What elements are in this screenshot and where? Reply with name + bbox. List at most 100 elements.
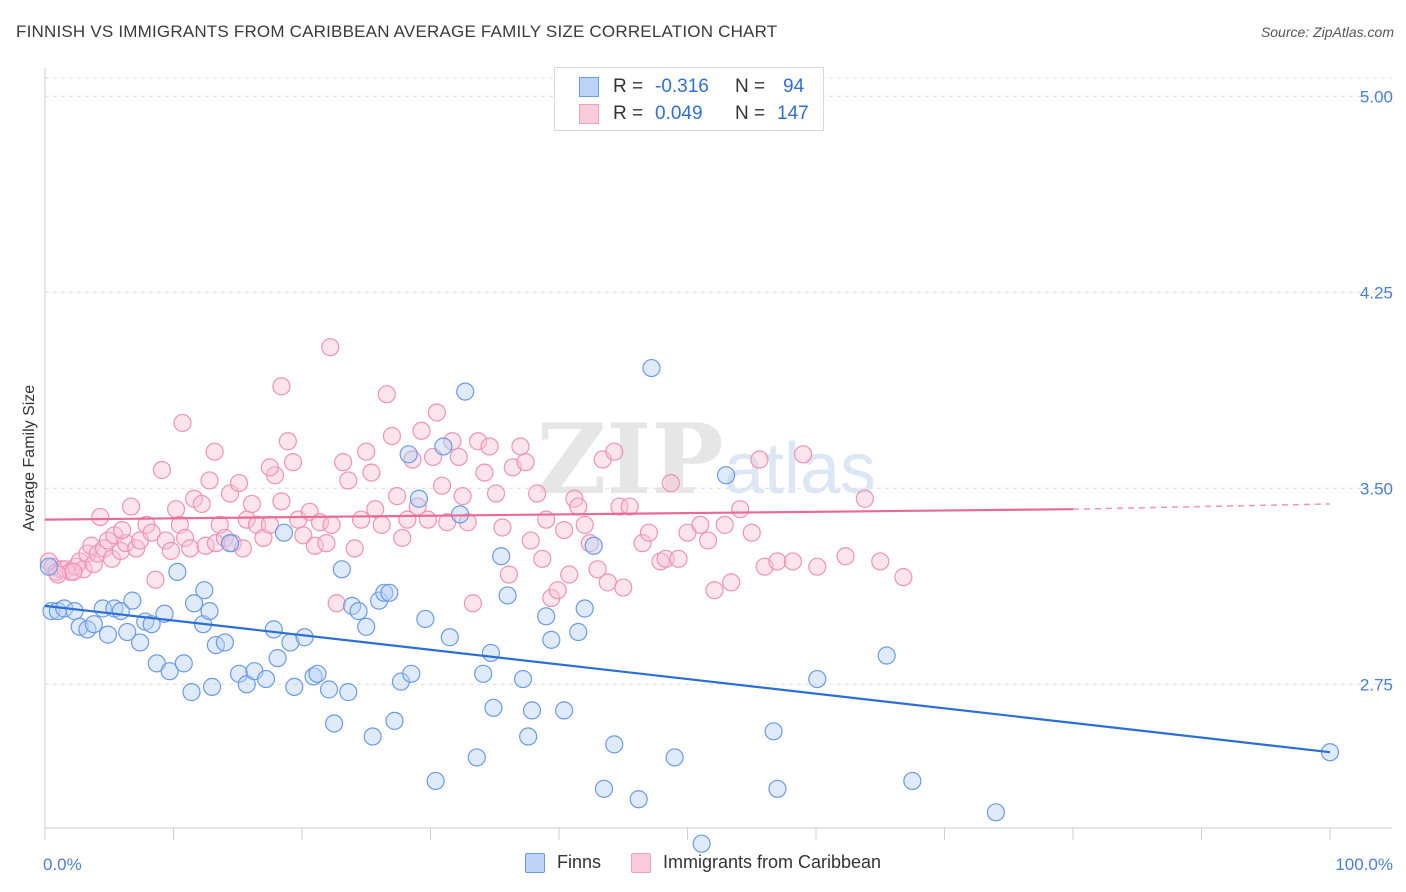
caribbean-point-45 <box>242 494 261 514</box>
finns-point-74 <box>537 607 556 626</box>
n-label: N = <box>735 76 766 97</box>
legend-label-finns: Finns <box>556 852 601 872</box>
caribbean-point-146 <box>260 458 279 477</box>
finns-point-46 <box>339 683 358 702</box>
caribbean-point-116 <box>639 523 659 542</box>
finns-points-blue <box>39 358 1340 853</box>
caribbean-point-71 <box>387 487 407 506</box>
y-tick-label-3: 5.00 <box>1360 87 1393 106</box>
finns-point-67 <box>481 643 500 663</box>
correlation-legend: R = -0.316 N = 94 R = 0.049 N = 147 <box>554 67 824 131</box>
r-label: R = <box>613 103 644 124</box>
caribbean-point-80 <box>432 476 452 495</box>
finns-point-54 <box>385 711 404 730</box>
finns-point-9 <box>98 625 118 644</box>
caribbean-point-117 <box>651 552 670 571</box>
n-label: N = <box>735 103 766 124</box>
finns-point-65 <box>467 748 486 767</box>
caribbean-point-32 <box>181 539 200 558</box>
caribbean-point-60 <box>327 594 346 613</box>
r-label: R = <box>613 76 644 97</box>
caribbean-point-76 <box>412 421 431 440</box>
finns-trend-line <box>44 604 1331 754</box>
finns-point-43 <box>319 680 339 699</box>
caribbean-point-91 <box>493 518 512 537</box>
finns-point-21 <box>174 654 193 673</box>
finns-point-76 <box>555 701 574 720</box>
caribbean-point-120 <box>669 549 688 568</box>
finns-point-16 <box>142 615 161 634</box>
caribbean-point-79 <box>427 403 447 422</box>
caribbean-point-27 <box>156 531 175 550</box>
caribbean-point-96 <box>521 531 540 550</box>
tick-labels: 2.75 3.50 4.25 5.00 0.0% 100.0% <box>43 87 1393 874</box>
caribbean-point-58 <box>317 534 336 553</box>
finns-point-57 <box>402 664 421 683</box>
caribbean-point-113 <box>614 578 633 597</box>
y-tick-label-1: 3.50 <box>1360 479 1393 498</box>
series-legend: Finns Immigrants from Caribbean <box>0 852 1406 873</box>
finns-points <box>39 338 913 613</box>
finns-point-69 <box>492 547 511 566</box>
caribbean-point-42 <box>229 473 249 493</box>
caribbean-point-123 <box>698 531 718 550</box>
caribbean-point-84 <box>453 487 472 506</box>
caribbean-point-105 <box>569 497 588 516</box>
legend-item-caribbean[interactable]: Immigrants from Caribbean <box>630 852 882 873</box>
finns-point-81 <box>605 735 624 754</box>
r-value: -0.316 <box>655 76 709 97</box>
finns-point-80 <box>594 779 614 798</box>
caribbean-point-142 <box>112 520 132 540</box>
caribbean-point-97 <box>528 484 547 503</box>
finns-point-39 <box>285 677 304 696</box>
finns-point-48 <box>349 602 368 621</box>
watermark: ZIP atlas <box>536 403 876 516</box>
caribbean-point-50 <box>272 492 291 511</box>
chart-title: FINNISH VS IMMIGRANTS FROM CARIBBEAN AVE… <box>16 22 778 41</box>
legend-swatch-caribbean <box>579 104 599 124</box>
source-label: Source: ZipAtlas.com <box>1260 24 1394 40</box>
finns-point-40 <box>295 628 314 647</box>
finns-point-42 <box>308 664 327 683</box>
finns-point-73 <box>522 701 542 720</box>
caribbean-point-28 <box>161 541 181 561</box>
caribbean-point-94 <box>511 437 530 456</box>
caribbean-point-127 <box>731 500 750 519</box>
finns-point-52 <box>375 583 394 602</box>
finns-point-87 <box>764 722 783 741</box>
caribbean-point-112 <box>610 497 629 516</box>
x-tick-label-1: 100.0% <box>1335 855 1393 874</box>
finns-point-34 <box>256 669 276 689</box>
axes <box>44 68 1392 840</box>
finns-point-22 <box>182 683 201 702</box>
caribbean-point-13 <box>91 507 110 527</box>
finns-point-84 <box>665 748 684 767</box>
caribbean-point-124 <box>705 581 724 600</box>
caribbean-point-25 <box>146 570 165 589</box>
legend-label-caribbean: Immigrants from Caribbean <box>662 852 882 872</box>
caribbean-point-101 <box>548 581 567 600</box>
caribbean-point-103 <box>560 565 579 584</box>
y-tick-label-0: 2.75 <box>1360 675 1393 694</box>
caribbean-point-134 <box>808 557 827 576</box>
caribbean-point-64 <box>352 510 371 529</box>
caribbean-point-106 <box>575 515 594 534</box>
caribbean-point-133 <box>794 445 813 464</box>
finns-point-0 <box>39 557 58 576</box>
finns-point-89 <box>808 669 827 689</box>
caribbean-trend-line <box>44 508 1074 521</box>
caribbean-point-77 <box>418 510 438 529</box>
finns-point-19 <box>160 662 179 681</box>
caribbean-point-82 <box>443 432 462 451</box>
finns-point-90 <box>877 646 896 665</box>
trend-lines <box>44 503 1331 754</box>
caribbean-point-126 <box>722 573 741 592</box>
caribbean-point-36 <box>200 471 219 490</box>
finns-point-83 <box>642 358 661 378</box>
finns-point-12 <box>118 622 137 642</box>
caribbean-point-95 <box>516 453 535 472</box>
legend-item-finns[interactable]: Finns <box>524 852 601 873</box>
caribbean-point-119 <box>661 473 680 493</box>
finns-point-70 <box>498 586 517 605</box>
